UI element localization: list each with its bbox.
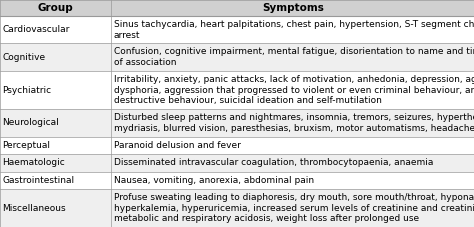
Text: Nausea, vomiting, anorexia, abdominal pain: Nausea, vomiting, anorexia, abdominal pa… bbox=[114, 176, 314, 185]
Bar bbox=[111, 172, 474, 189]
Text: Miscellaneous: Miscellaneous bbox=[2, 204, 66, 213]
Text: Group: Group bbox=[38, 3, 73, 13]
Text: Disseminated intravascular coagulation, thrombocytopaenia, anaemia: Disseminated intravascular coagulation, … bbox=[114, 158, 433, 167]
Text: Haematologic: Haematologic bbox=[2, 158, 65, 167]
Text: Cardiovascular: Cardiovascular bbox=[2, 25, 70, 34]
Bar bbox=[111, 71, 474, 109]
Bar bbox=[0, 109, 111, 137]
Bar bbox=[111, 109, 474, 137]
Bar bbox=[0, 172, 111, 189]
Bar bbox=[0, 137, 111, 154]
Text: Sinus tachycardia, heart palpitations, chest pain, hypertension, S-T segment cha: Sinus tachycardia, heart palpitations, c… bbox=[114, 20, 474, 39]
Bar bbox=[111, 0, 474, 16]
Text: Disturbed sleep patterns and nightmares, insomnia, tremors, seizures, hypertherm: Disturbed sleep patterns and nightmares,… bbox=[114, 113, 474, 133]
Text: Irritability, anxiety, panic attacks, lack of motivation, anhedonia, depression,: Irritability, anxiety, panic attacks, la… bbox=[114, 75, 474, 105]
Bar bbox=[111, 43, 474, 71]
Text: Neurological: Neurological bbox=[2, 118, 59, 127]
Bar bbox=[0, 0, 111, 16]
Bar bbox=[0, 154, 111, 172]
Text: Profuse sweating leading to diaphoresis, dry mouth, sore mouth/throat, hyponatre: Profuse sweating leading to diaphoresis,… bbox=[114, 193, 474, 223]
Text: Paranoid delusion and fever: Paranoid delusion and fever bbox=[114, 141, 241, 150]
Bar bbox=[111, 154, 474, 172]
Bar bbox=[0, 189, 111, 227]
Bar bbox=[111, 16, 474, 43]
Text: Psychiatric: Psychiatric bbox=[2, 86, 52, 94]
Bar bbox=[0, 71, 111, 109]
Bar bbox=[111, 137, 474, 154]
Bar bbox=[0, 16, 111, 43]
Bar bbox=[111, 189, 474, 227]
Bar bbox=[0, 43, 111, 71]
Text: Gastrointestinal: Gastrointestinal bbox=[2, 176, 74, 185]
Text: Symptoms: Symptoms bbox=[262, 3, 324, 13]
Text: Perceptual: Perceptual bbox=[2, 141, 50, 150]
Text: Cognitive: Cognitive bbox=[2, 53, 46, 62]
Text: Confusion, cognitive impairment, mental fatigue, disorientation to name and time: Confusion, cognitive impairment, mental … bbox=[114, 47, 474, 67]
